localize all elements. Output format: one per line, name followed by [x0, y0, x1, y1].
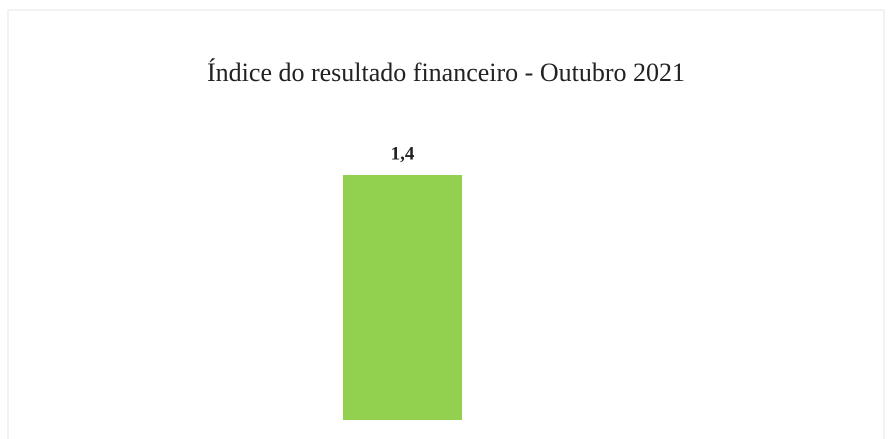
data-label: 1,4 — [391, 143, 415, 164]
bar — [343, 175, 462, 420]
chart-title: Índice do resultado financeiro - Outubro… — [207, 58, 685, 87]
